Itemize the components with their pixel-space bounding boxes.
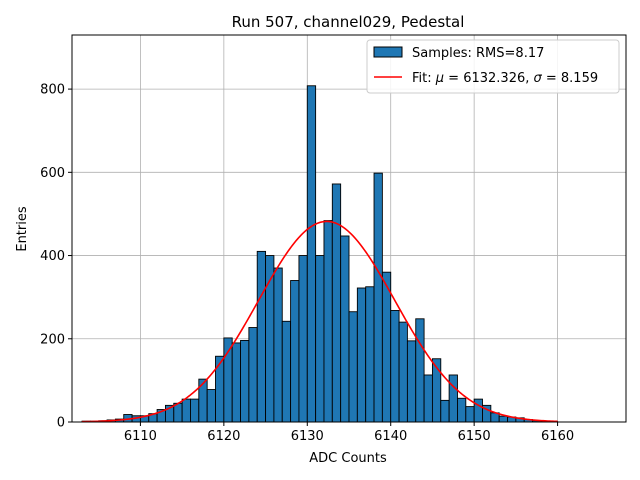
legend-histogram-swatch [373, 46, 403, 58]
histogram-bar [457, 397, 467, 423]
histogram-bar [381, 271, 392, 423]
x-axis-label: ADC Counts [309, 451, 387, 466]
y-axis-ticks: 0 200 400 600 800 [40, 83, 72, 431]
histogram-bar [181, 398, 191, 423]
histogram-bar [348, 311, 358, 423]
histogram-bars [81, 85, 559, 423]
histogram-bar [356, 287, 367, 423]
histogram-bar [448, 374, 458, 423]
histogram-bar [240, 339, 250, 423]
y-tick-label: 200 [40, 332, 65, 347]
y-tick-label: 800 [40, 83, 65, 98]
histogram-bar [215, 355, 225, 423]
x-tick-label: 6150 [458, 429, 491, 444]
histogram-bar [206, 389, 216, 423]
histogram-bar [406, 340, 417, 423]
histogram-bar [440, 399, 450, 423]
histogram-bar [231, 342, 241, 423]
histogram-bar [340, 235, 350, 423]
y-tick-label: 600 [40, 166, 65, 181]
histogram-bar [306, 85, 317, 423]
histogram-bar [415, 318, 425, 423]
y-tick-label: 400 [40, 249, 65, 264]
histogram-bar [273, 267, 283, 423]
y-axis-label: Entries [15, 206, 30, 252]
fit-curve [81, 220, 558, 423]
y-tick-label: 0 [57, 416, 65, 431]
x-tick-label: 6120 [207, 429, 240, 444]
histogram-bar [248, 327, 258, 423]
histogram-bar [473, 398, 483, 423]
histogram-bar [315, 255, 325, 423]
chart-title: Run 507, channel029, Pedestal [232, 13, 465, 31]
legend-histogram-label: Samples: RMS=8.17 [412, 46, 544, 61]
histogram-bar [290, 280, 300, 423]
histogram-bar [465, 406, 475, 423]
legend-fit-label: Fit: μ = 6132.326, σ = 8.159 [412, 71, 598, 86]
x-tick-label: 6140 [374, 429, 407, 444]
histogram-bar [373, 172, 383, 423]
histogram-bar [498, 415, 508, 423]
legend-box [366, 39, 620, 94]
histogram-bar [323, 220, 333, 423]
histogram-bar [256, 250, 267, 423]
x-tick-label: 6130 [291, 429, 324, 444]
x-axis-ticks: 6110 6120 6130 6140 6150 6160 [124, 422, 574, 444]
x-tick-label: 6160 [541, 429, 574, 444]
histogram-bar [365, 286, 375, 423]
histogram-bar [398, 321, 408, 423]
histogram-bar [331, 183, 342, 423]
x-tick-label: 6110 [124, 429, 157, 444]
histogram-bar [423, 374, 433, 423]
legend: Samples: RMS=8.17 Fit: μ = 6132.326, σ =… [366, 39, 620, 94]
histogram-bar [390, 310, 400, 423]
histogram-bar [281, 320, 292, 423]
plot-frame [71, 34, 627, 423]
histogram-bar [190, 398, 200, 423]
histogram-bar [298, 255, 308, 423]
